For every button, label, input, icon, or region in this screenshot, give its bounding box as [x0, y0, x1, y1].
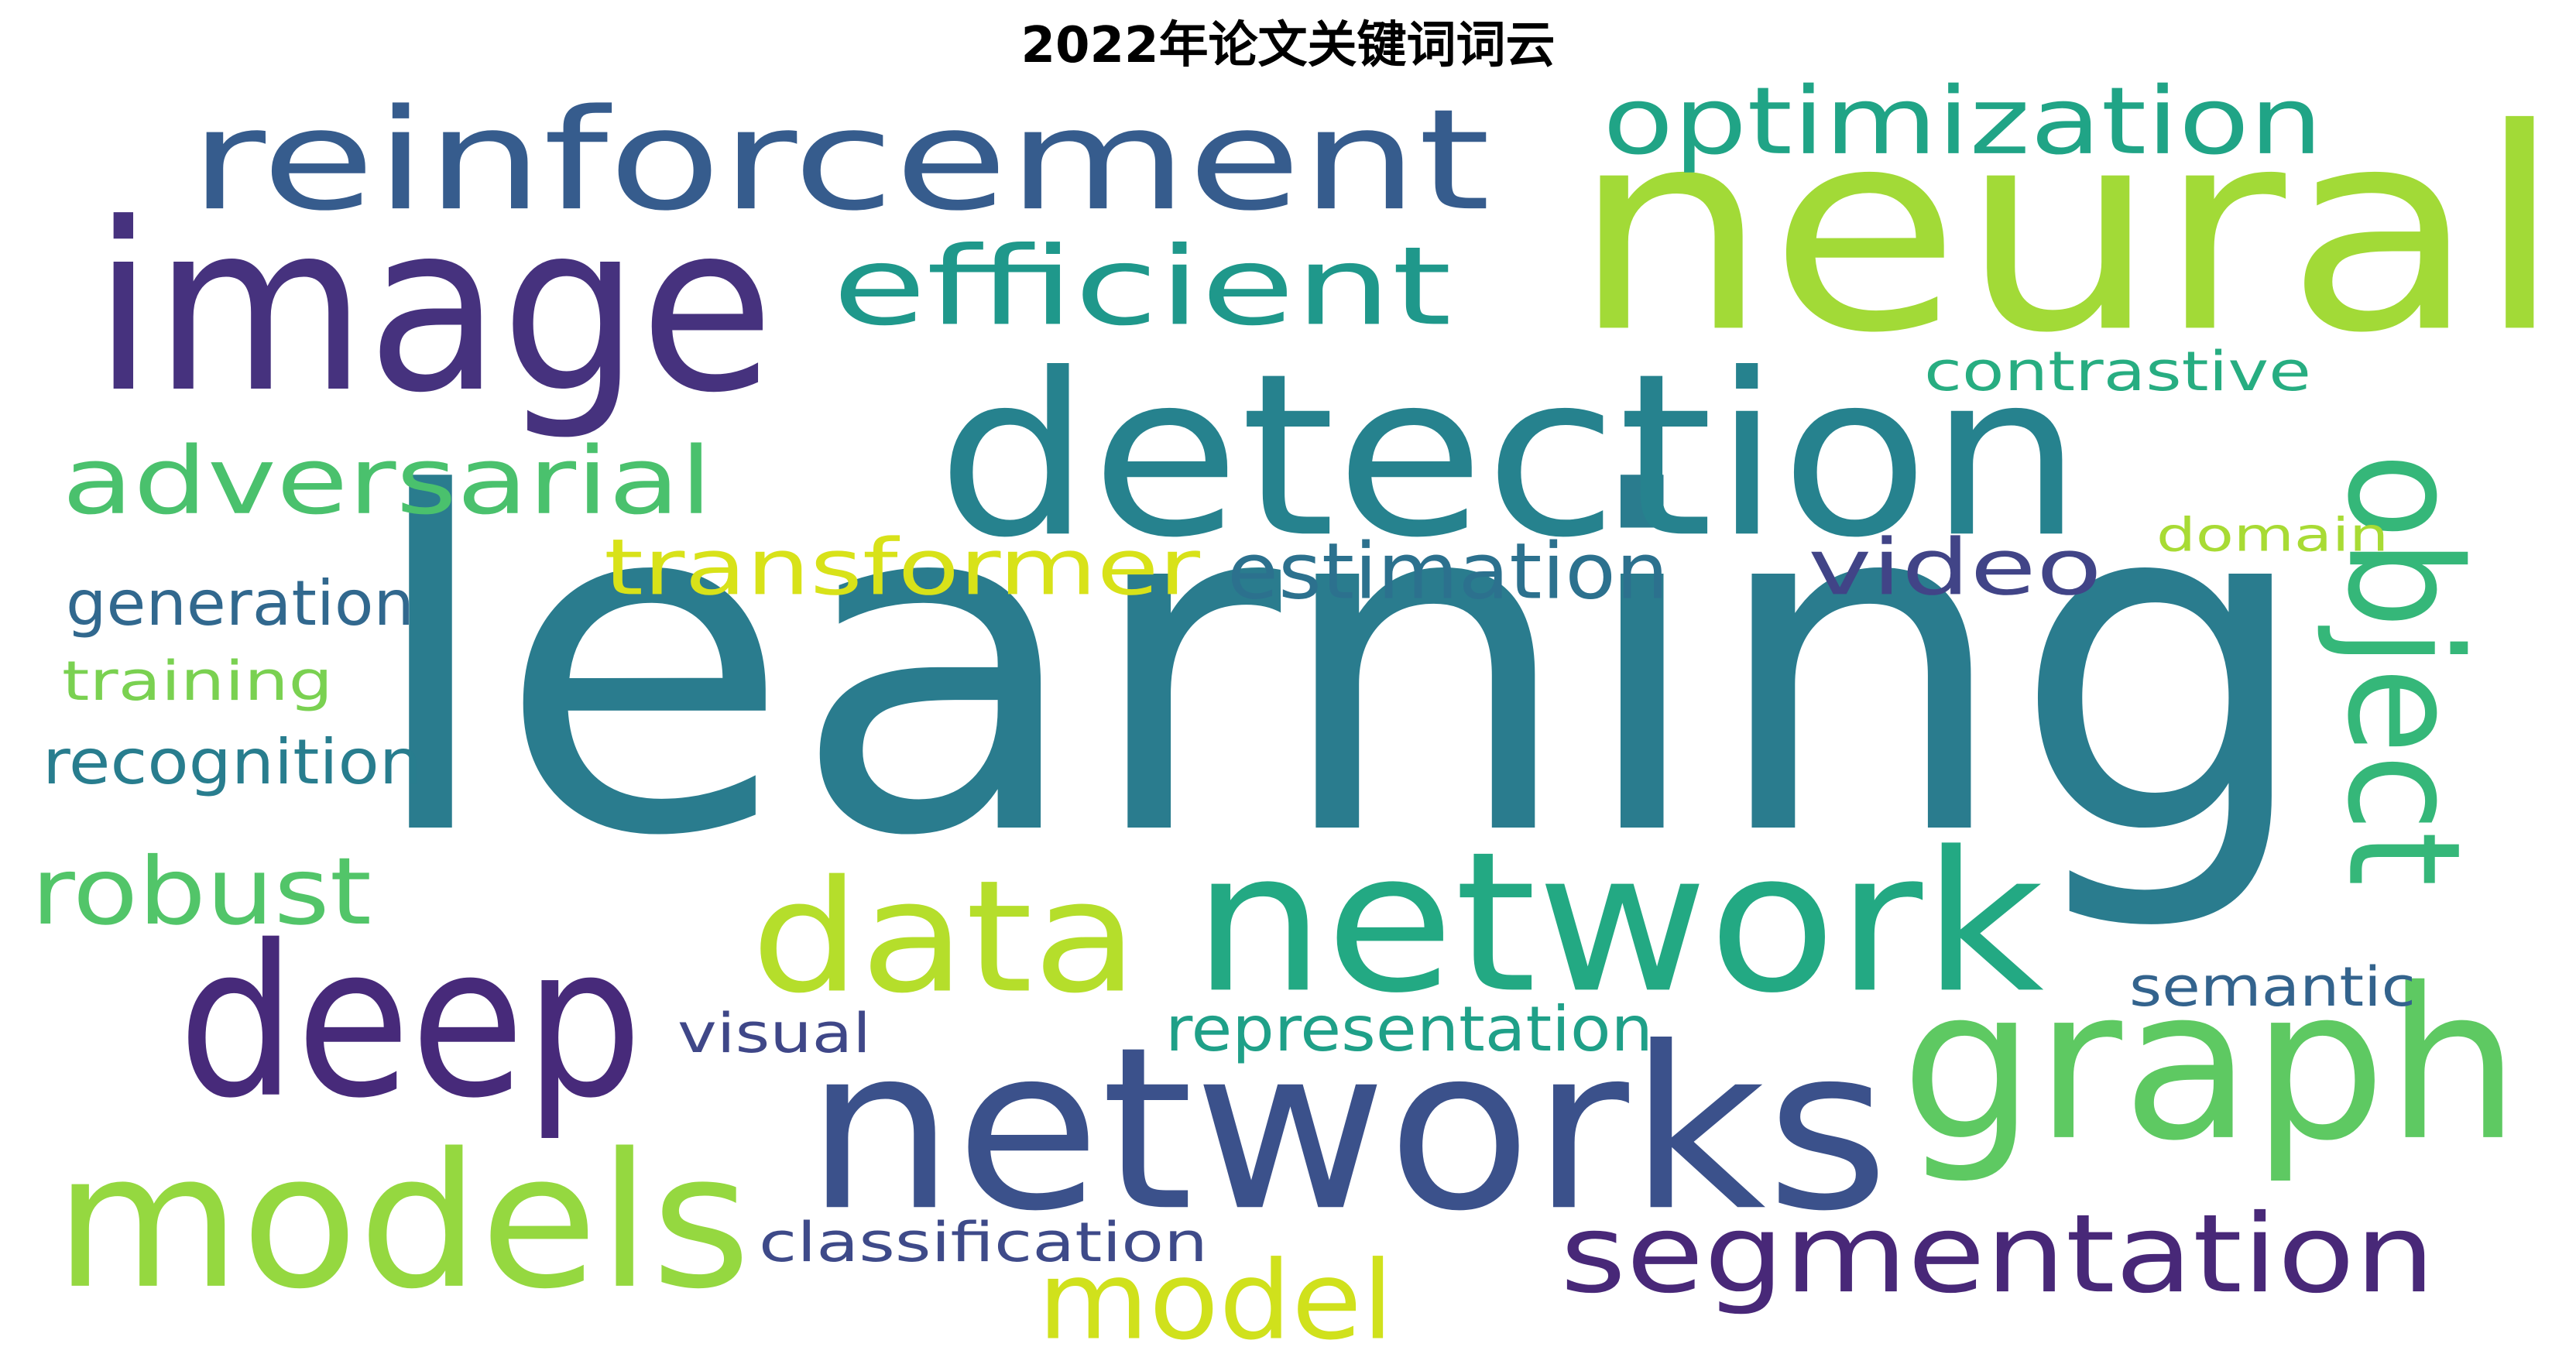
- cloud-word-efficient: efficient: [832, 224, 1452, 350]
- cloud-word-neural: neural: [1572, 69, 2563, 393]
- cloud-word-object: object: [2313, 453, 2492, 886]
- cloud-word-semantic: semantic: [2129, 955, 2416, 1018]
- cloud-word-training: training: [62, 650, 333, 713]
- cloud-word-image: image: [93, 173, 774, 444]
- cloud-word-adversarial: adversarial: [62, 428, 712, 536]
- cloud-word-robust: robust: [31, 838, 372, 946]
- cloud-word-graph: graph: [1901, 944, 2520, 1187]
- cloud-word-network: network: [1192, 811, 2044, 1036]
- cloud-word-detection: detection: [937, 326, 2083, 587]
- cloud-word-learning: learning: [364, 396, 2315, 937]
- cloud-word-recognition: recognition: [43, 725, 422, 798]
- cloud-word-networks: networks: [805, 1000, 1889, 1261]
- cloud-word-models: models: [54, 1113, 751, 1330]
- cloud-word-representation: representation: [1165, 993, 1653, 1066]
- cloud-word-contrastive: contrastive: [1924, 341, 2311, 403]
- cloud-word-domain: domain: [2156, 508, 2389, 562]
- cloud-word-segmentation: segmentation: [1560, 1191, 2435, 1317]
- cloud-word-deep: deep: [178, 901, 643, 1144]
- cloud-word-model: model: [1038, 1237, 1394, 1363]
- cloud-word-estimation: estimation: [1227, 527, 1669, 617]
- cloud-word-generation: generation: [66, 567, 414, 639]
- cloud-word-data: data: [751, 847, 1138, 1027]
- cloud-word-optimization: optimization: [1603, 67, 2323, 175]
- cloud-word-visual: visual: [677, 1003, 871, 1065]
- cloud-word-transformer: transformer: [604, 523, 1200, 612]
- cloud-word-classification: classification: [759, 1211, 1208, 1274]
- wordcloud-title: 2022年论文关键词词云: [1020, 17, 1556, 74]
- cloud-word-video: video: [1808, 523, 2102, 612]
- cloud-word-reinforcement: reinforcement: [190, 79, 1490, 242]
